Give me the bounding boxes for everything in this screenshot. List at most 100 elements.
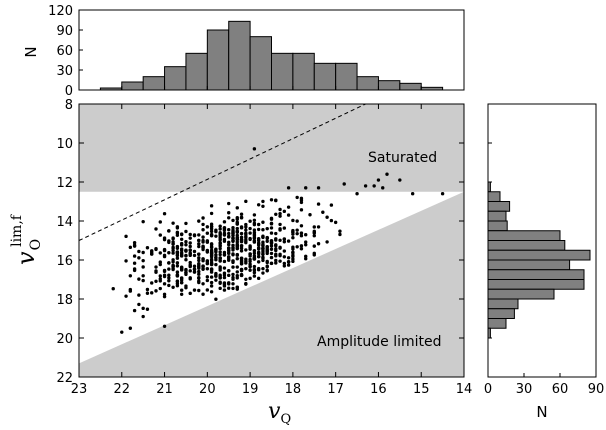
scatter-point (312, 225, 316, 229)
scatter-point (132, 243, 137, 247)
scatter-point (179, 292, 184, 296)
side-histogram-bar (487, 240, 566, 251)
scatter-point (248, 231, 252, 235)
scatter-point (269, 255, 274, 260)
x-tick-label: 18 (285, 382, 302, 397)
scatter-point (171, 260, 175, 264)
scatter-point (188, 244, 192, 249)
scatter-point (158, 274, 162, 278)
scatter-point (218, 252, 222, 257)
scatter-point (209, 257, 214, 262)
scatter-point (252, 270, 257, 275)
scatter-point (154, 279, 158, 283)
scatter-point (286, 260, 291, 264)
scatter-point (239, 256, 244, 261)
scatter-point (209, 270, 214, 274)
scatter-point (261, 252, 265, 257)
scatter-point (179, 288, 184, 292)
scatter-point (265, 226, 269, 231)
scatter-point (214, 297, 218, 301)
top-histogram-bar (292, 52, 315, 91)
top-y-tick-label: 120 (48, 4, 73, 19)
scatter-point (261, 271, 265, 275)
scatter-point (282, 209, 287, 214)
scatter-point (218, 280, 222, 284)
scatter-point (231, 272, 235, 277)
top-histogram-bar (377, 80, 401, 91)
scatter-point (231, 259, 235, 263)
scatter-point (158, 251, 162, 255)
scatter-point (244, 261, 248, 265)
scatter-point (278, 228, 282, 232)
scatter-point (209, 280, 214, 285)
scatter-point (128, 287, 133, 292)
scatter-point (171, 240, 175, 244)
scatter-point (188, 276, 192, 280)
scatter-point (201, 259, 205, 263)
scatter-point (188, 236, 192, 240)
scatter-point (239, 231, 244, 236)
scatter-point (261, 255, 265, 260)
scatter-point (167, 279, 171, 283)
scatter-point (167, 251, 171, 255)
scatter-point (291, 257, 295, 261)
side-histogram-bar (487, 318, 507, 329)
scatter-point (192, 288, 197, 292)
scatter-point (256, 227, 261, 232)
scatter-point (282, 249, 287, 253)
scatter-point (239, 216, 244, 220)
scatter-point (235, 243, 239, 248)
scatter-point (162, 292, 167, 297)
side-x-tick-label: 30 (516, 382, 533, 397)
scatter-point (154, 265, 158, 269)
scatter-point (192, 270, 197, 274)
scatter-point (124, 234, 128, 239)
scatter-point (261, 250, 265, 254)
scatter-point (265, 249, 269, 253)
scatter-point (312, 244, 316, 248)
scatter-point (218, 286, 222, 291)
scatter-point (175, 264, 180, 268)
scatter-point (227, 228, 231, 232)
scatter-point (158, 260, 162, 264)
scatter-point (209, 284, 214, 288)
scatter-point (235, 222, 239, 226)
scatter-point (227, 269, 231, 273)
scatter-point (145, 246, 150, 250)
scatter-point (231, 218, 235, 223)
top-histogram-bar (185, 52, 208, 91)
scatter-point (197, 269, 201, 274)
scatter-point (167, 267, 171, 271)
scatter-point (295, 231, 299, 236)
scatter-point (235, 265, 239, 269)
scatter-point (286, 213, 291, 217)
scatter-point (278, 246, 282, 250)
top-histogram-bars (99, 20, 444, 91)
scatter-point (312, 231, 316, 235)
scatter-point (274, 243, 278, 247)
scatter-point (214, 262, 218, 267)
scatter-point (256, 247, 261, 251)
scatter-point (150, 281, 154, 285)
scatter-point (197, 244, 201, 249)
scatter-point (201, 240, 205, 244)
scatter-point (214, 255, 218, 260)
scatter-point (261, 243, 265, 248)
scatter-point (175, 225, 180, 229)
scatter-point (269, 251, 274, 256)
top-y-tick-label: 30 (56, 64, 73, 79)
scatter-point (252, 230, 257, 235)
scatter-point (235, 252, 239, 257)
main-frame (78, 103, 465, 378)
side-histogram-bar (487, 308, 515, 319)
scatter-point (274, 261, 278, 265)
scatter-point (171, 248, 175, 253)
scatter-point (231, 252, 235, 256)
scatter-point (256, 260, 261, 264)
scatter-point (256, 266, 261, 271)
scatter-point (188, 248, 192, 253)
scatter-point (184, 254, 188, 258)
scatter-point (197, 242, 201, 246)
scatter-point (269, 222, 274, 226)
